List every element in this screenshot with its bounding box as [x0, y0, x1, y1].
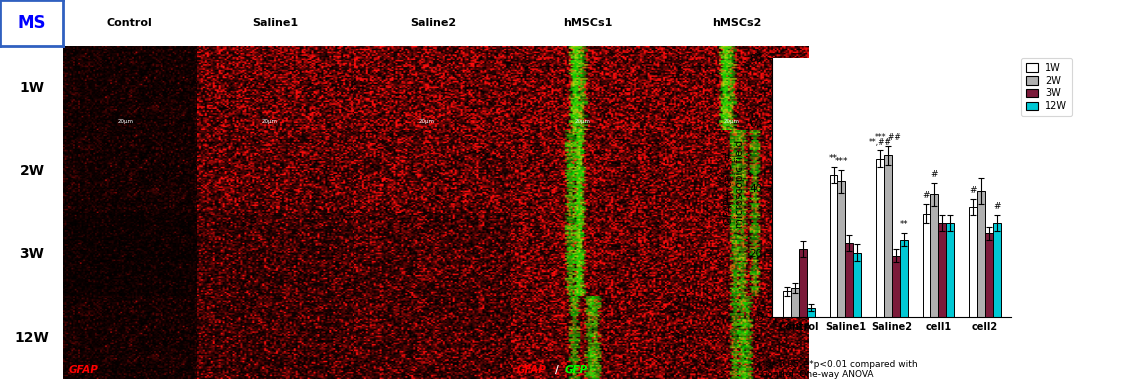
Text: MS: MS — [17, 14, 46, 32]
Text: 2W: 2W — [19, 164, 44, 178]
Text: hMSCs2: hMSCs2 — [712, 18, 762, 28]
Bar — [969, 207, 977, 317]
Text: Saline1: Saline1 — [253, 18, 298, 28]
Bar — [985, 233, 993, 317]
Text: 20μm: 20μm — [262, 119, 278, 124]
Text: 20μm: 20μm — [574, 119, 590, 124]
Text: 20μm: 20μm — [117, 119, 133, 124]
Bar — [900, 240, 908, 317]
Text: **,##: **,## — [869, 137, 892, 147]
Text: #: # — [969, 186, 976, 195]
Text: Control: Control — [107, 18, 153, 28]
Text: *p<0.05, **p<0.01 compared with
Control, One-way ANOVA: *p<0.05, **p<0.01 compared with Control,… — [761, 360, 918, 379]
Bar — [939, 223, 947, 317]
Text: 20μm: 20μm — [419, 119, 435, 124]
Text: GFAP: GFAP — [68, 365, 98, 375]
Text: **: ** — [829, 154, 838, 163]
Text: #: # — [993, 202, 1000, 211]
Bar — [853, 252, 861, 317]
Text: GFP: GFP — [565, 365, 588, 375]
Bar — [784, 291, 790, 317]
Bar — [947, 223, 954, 317]
Text: #: # — [931, 170, 939, 179]
Text: ***,##: ***,## — [875, 133, 901, 142]
Bar — [892, 256, 900, 317]
Bar — [790, 288, 798, 317]
Legend: 1W, 2W, 3W, 12W: 1W, 2W, 3W, 12W — [1021, 58, 1072, 116]
Text: 20μm: 20μm — [724, 119, 740, 124]
Bar — [993, 223, 1000, 317]
Bar — [806, 308, 814, 317]
Text: GFAP: GFAP — [517, 365, 547, 375]
Text: hMSCs1: hMSCs1 — [564, 18, 613, 28]
Text: 12W: 12W — [15, 330, 49, 345]
Text: Saline2: Saline2 — [410, 18, 456, 28]
Y-axis label: GFAP+ cells #
/ microscopic field: GFAP+ cells # / microscopic field — [723, 140, 745, 235]
Bar — [931, 194, 939, 317]
Text: 3W: 3W — [19, 247, 44, 262]
Text: #: # — [923, 191, 931, 200]
Bar — [884, 155, 892, 317]
Text: ***: *** — [835, 157, 849, 166]
Text: **: ** — [900, 220, 908, 229]
Bar — [876, 159, 884, 317]
Bar — [845, 243, 853, 317]
Text: 1W: 1W — [19, 81, 44, 95]
Bar — [829, 175, 837, 317]
Bar — [837, 181, 845, 317]
Text: /: / — [555, 365, 558, 375]
Bar — [977, 191, 985, 317]
Bar — [923, 214, 931, 317]
Bar — [798, 249, 806, 317]
